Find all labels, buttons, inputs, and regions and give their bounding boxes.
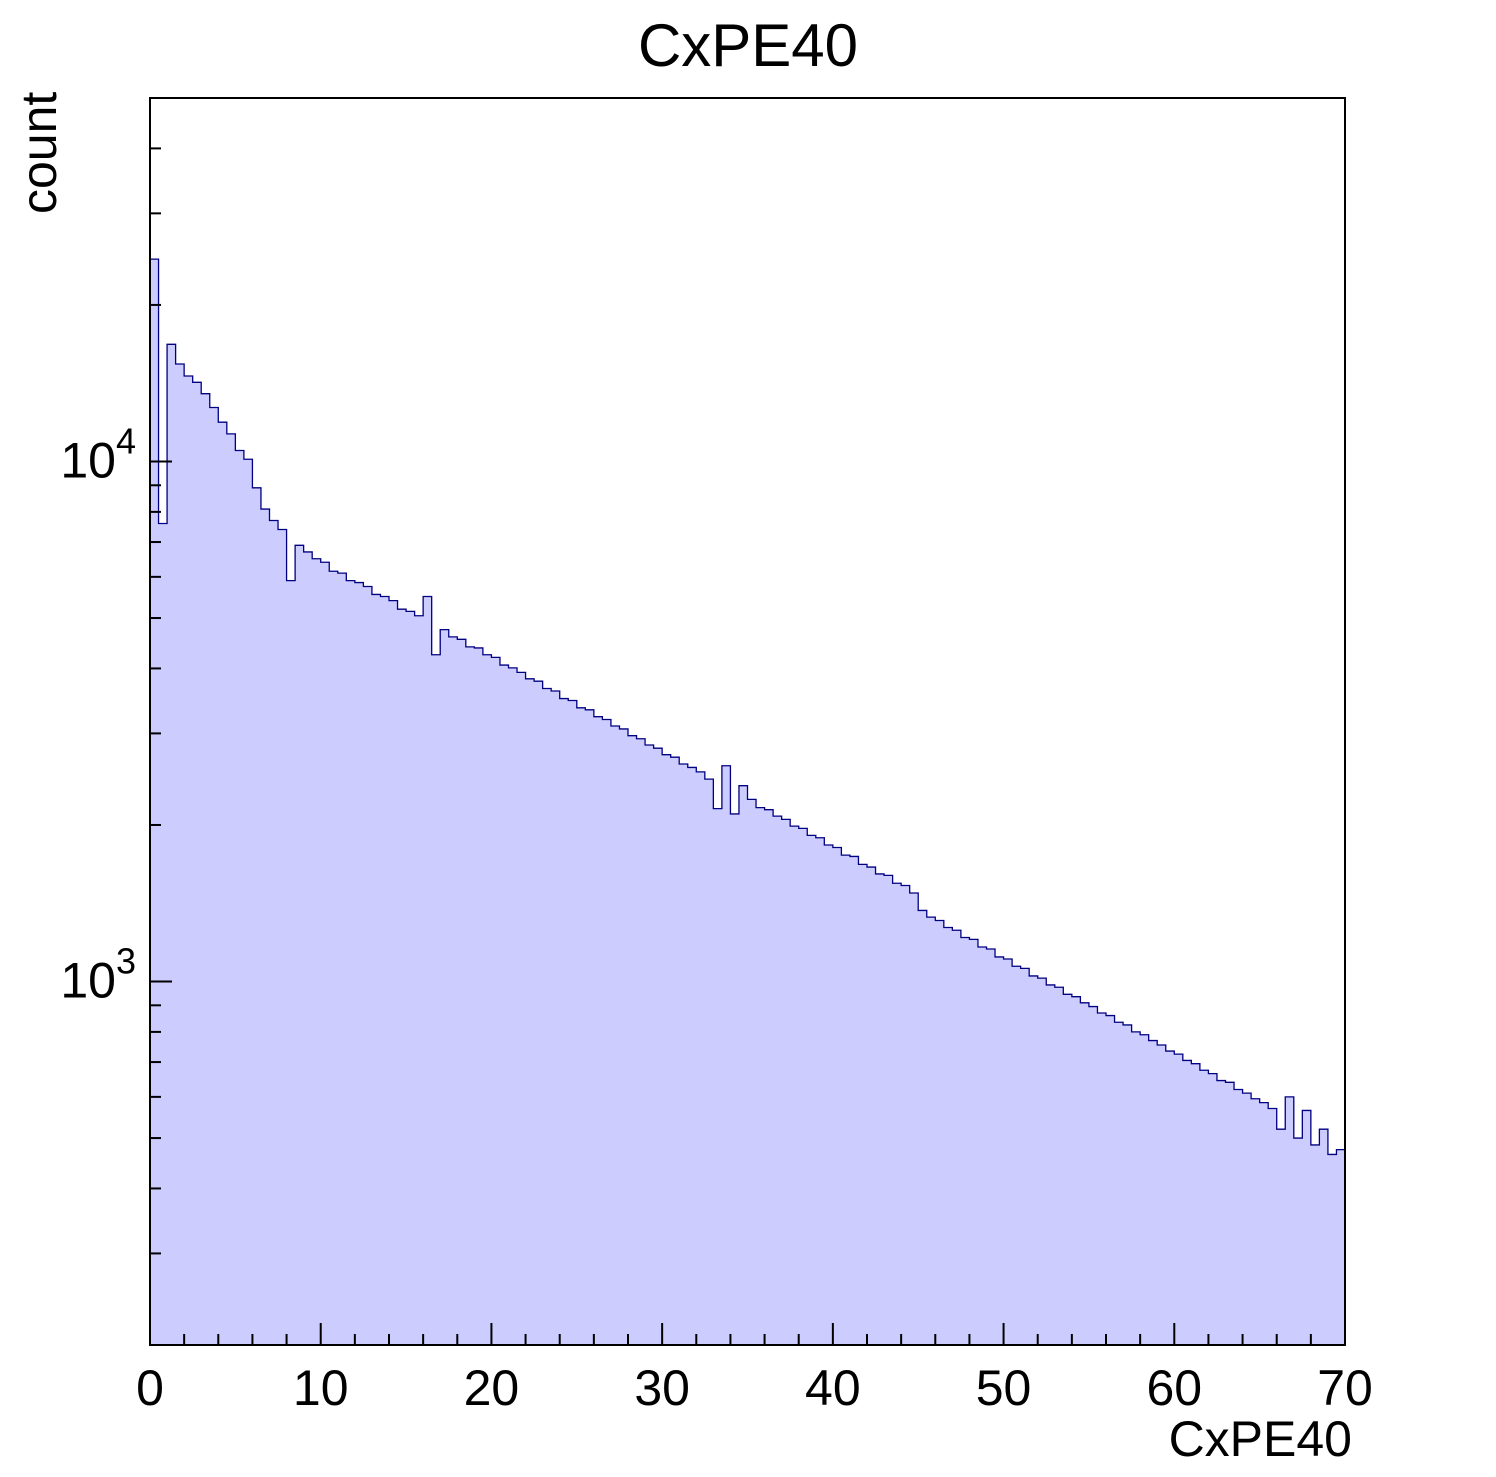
x-tick-label: 40 (805, 1360, 861, 1416)
y-tick-label: 103 (60, 941, 136, 1009)
histogram-area (149, 258, 1346, 1346)
y-tick-label: 104 (60, 420, 136, 488)
x-tick-label: 0 (136, 1360, 164, 1416)
x-tick-label: 70 (1317, 1360, 1373, 1416)
x-axis-label: CxPE40 (1169, 1411, 1352, 1467)
y-axis-label: count (11, 92, 67, 214)
x-tick-label: 60 (1146, 1360, 1202, 1416)
plot-frame (149, 97, 1346, 1346)
x-tick-label: 10 (293, 1360, 349, 1416)
chart-title: CxPE40 (638, 12, 858, 79)
histogram-layer: 0 10 20 30 40 50 60 70 103 104 (60, 97, 1373, 1416)
x-tick-label: 30 (634, 1360, 690, 1416)
x-tick-label: 50 (976, 1360, 1032, 1416)
x-tick-label: 20 (464, 1360, 520, 1416)
